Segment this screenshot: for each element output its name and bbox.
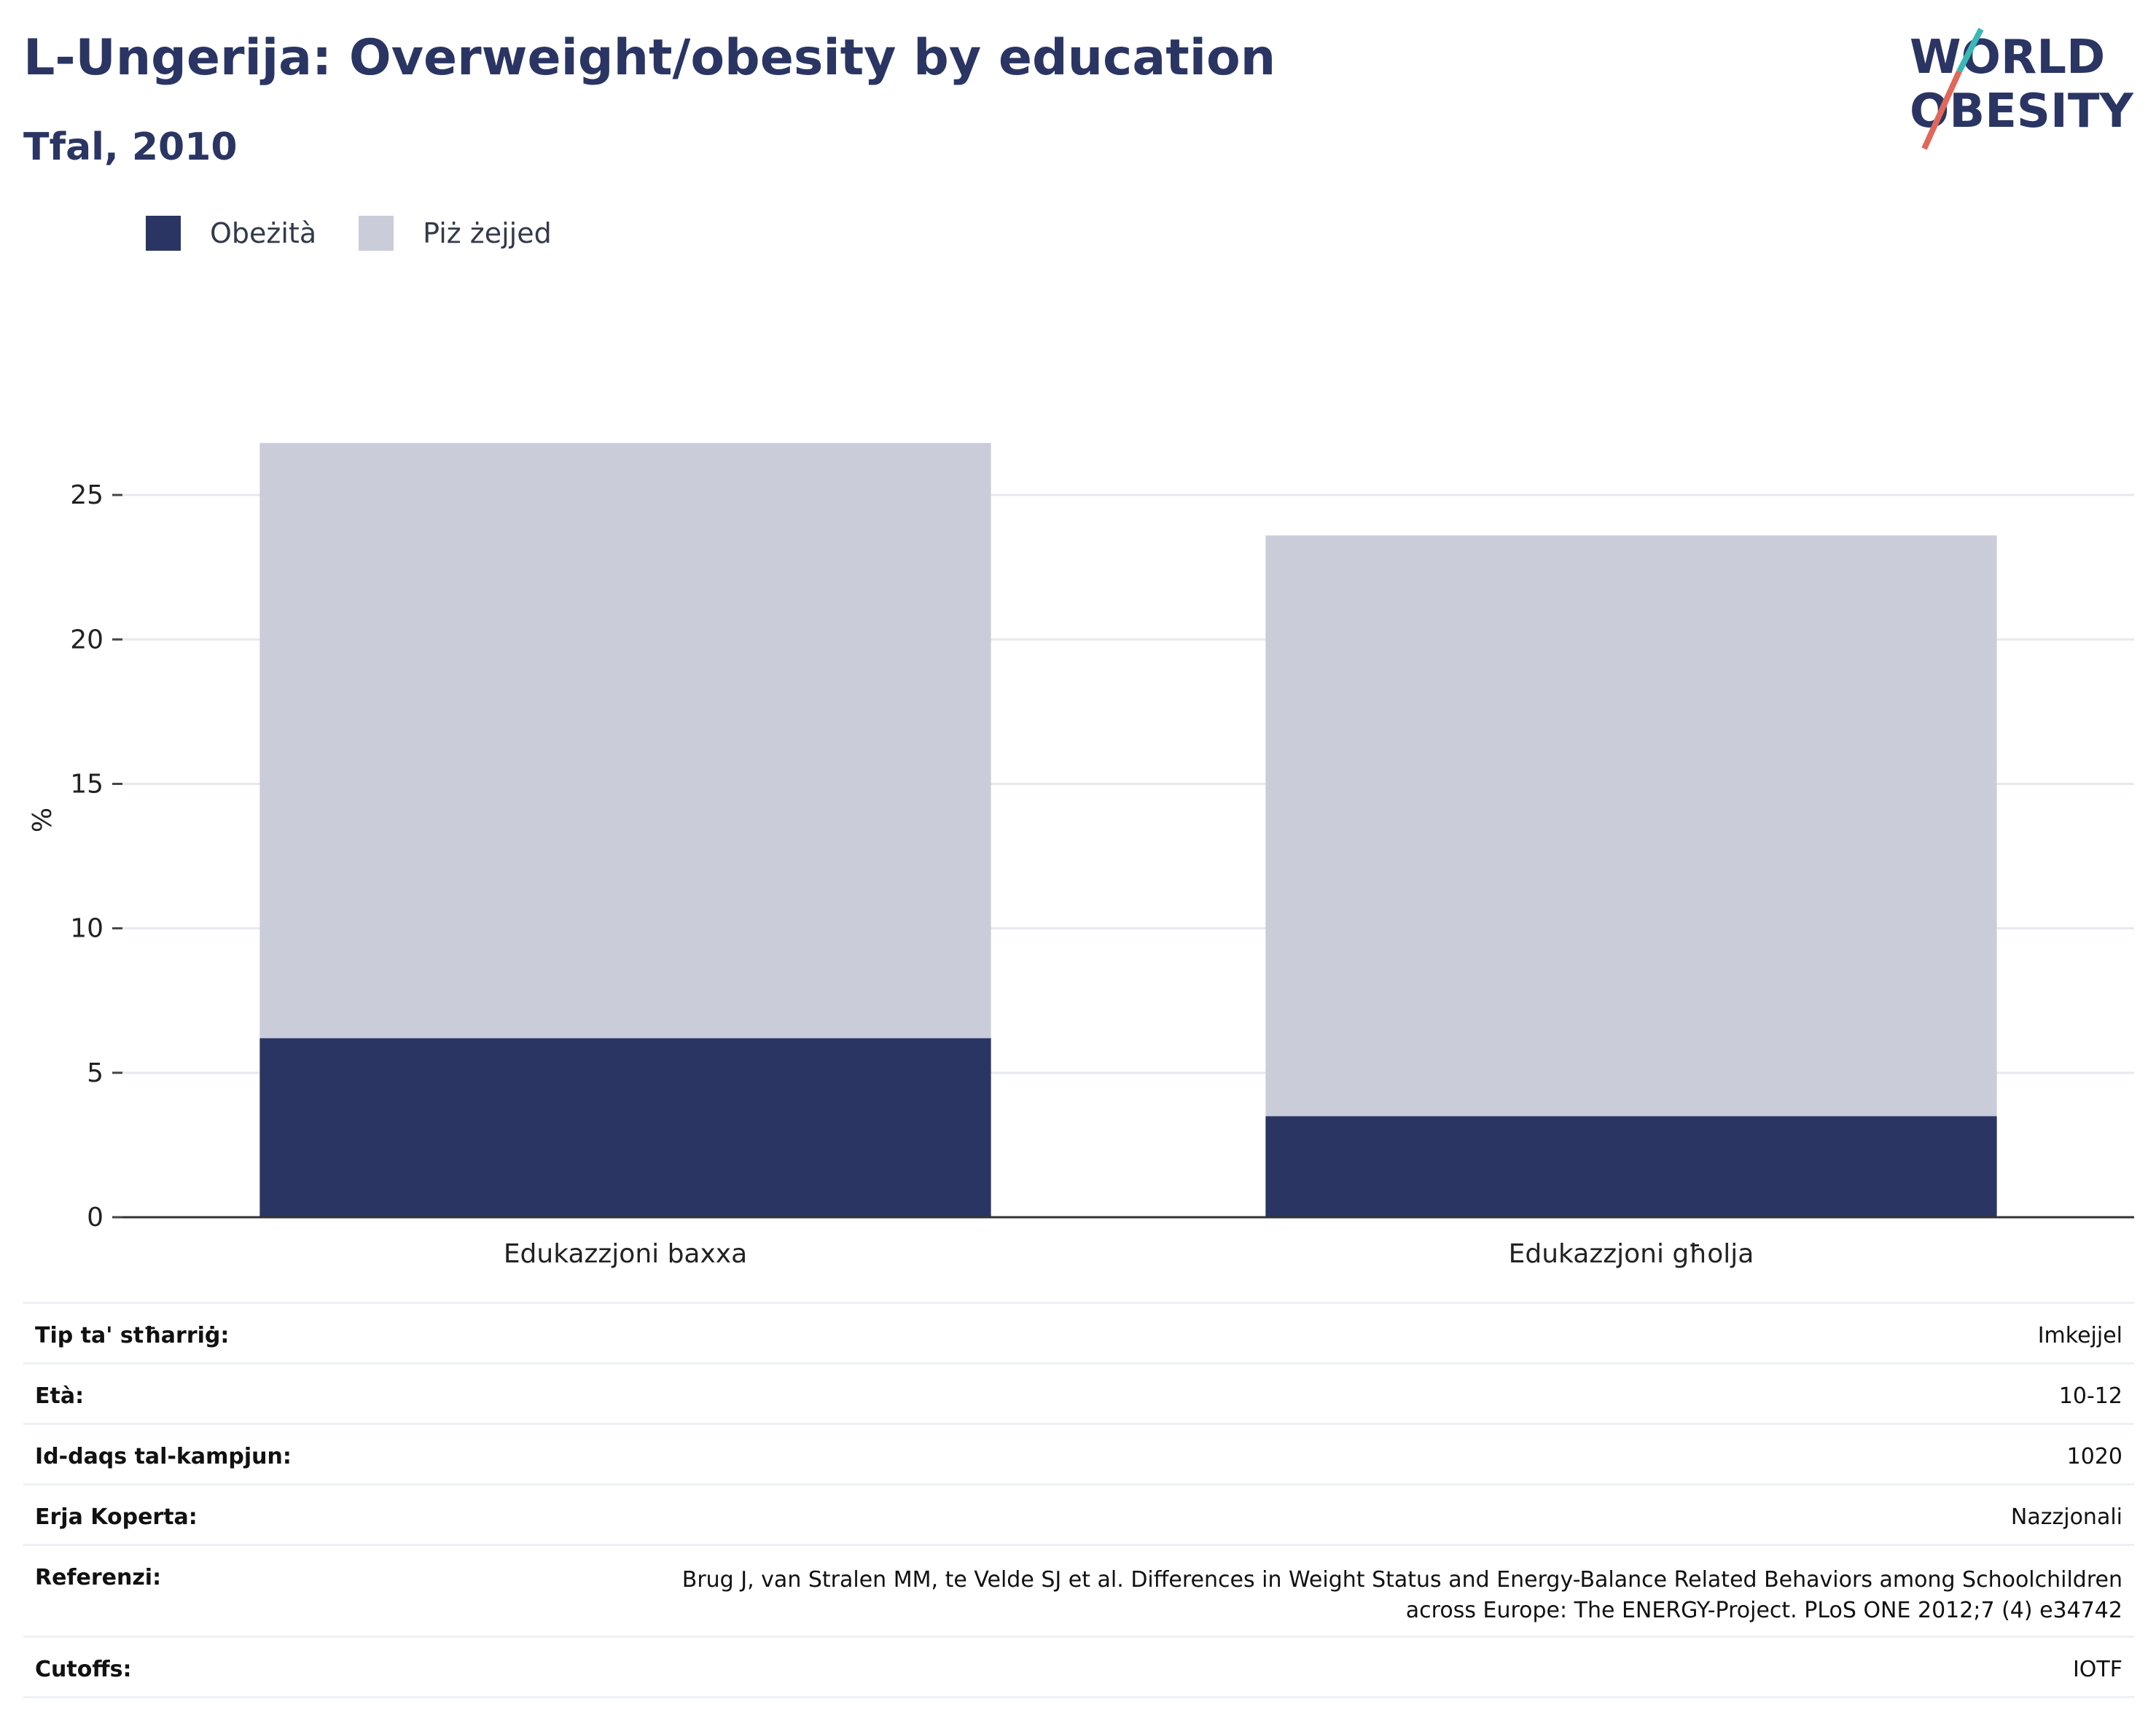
x-tick-label: Edukazzjoni baxxa xyxy=(504,1239,747,1268)
y-axis-label: % xyxy=(28,808,58,832)
details-value: 10-12 xyxy=(484,1362,2134,1424)
details-key: Età: xyxy=(23,1362,484,1424)
world-obesity-logo: WORLD OBESITY xyxy=(1910,28,2133,150)
details-value: Brug J, van Stralen MM, te Velde SJ et a… xyxy=(484,1544,2134,1637)
y-tick-label: 15 xyxy=(70,769,103,799)
details-value: 1020 xyxy=(484,1423,2134,1485)
details-row: Cutoffs: IOTF xyxy=(23,1636,2134,1698)
details-row: Tip ta' stħarriġ: Imkejjel xyxy=(23,1302,2134,1364)
details-key: Erja Koperta: xyxy=(23,1483,484,1545)
details-key: Cutoffs: xyxy=(23,1636,484,1698)
details-value-line: across Europe: The ENERGY-Project. PLoS … xyxy=(1405,1598,2122,1623)
y-tick-label: 10 xyxy=(70,914,103,944)
bar-segment xyxy=(259,1038,991,1217)
details-value-line: Brug J, van Stralen MM, te Velde SJ et a… xyxy=(681,1567,2122,1593)
bar-segment xyxy=(1265,1116,1997,1217)
details-row: Id-daqs tal-kampjun: 1020 xyxy=(23,1423,2134,1485)
details-key: Id-daqs tal-kampjun: xyxy=(23,1423,484,1485)
details-row: Erja Koperta: Nazzjonali xyxy=(23,1483,2134,1545)
y-tick-label: 20 xyxy=(70,625,103,655)
details-value: Imkejjel xyxy=(484,1302,2134,1364)
bar-segment xyxy=(259,442,991,1039)
legend-swatch xyxy=(359,216,394,251)
details-row: Età: 10-12 xyxy=(23,1362,2134,1424)
details-key: Referenzi: xyxy=(23,1544,484,1637)
stacked-bar-chart: 0 5 10 15 20 25% Edukazzjoni baxxa Edukazzjoni … xyxy=(28,442,2134,1268)
legend-label: Piż żejjed xyxy=(423,217,552,249)
y-tick-label: 5 xyxy=(87,1058,103,1088)
logo-slash-accent xyxy=(1956,28,1984,73)
x-tick-label: Edukazzjoni għolja xyxy=(1509,1239,1754,1268)
logo-word-world: WORLD xyxy=(1910,31,2105,85)
bar-segment xyxy=(1265,535,1997,1117)
details-key: Tip ta' stħarriġ: xyxy=(23,1302,484,1364)
details-value: Nazzjonali xyxy=(484,1483,2134,1545)
y-tick-label: 0 xyxy=(87,1203,103,1233)
chart-subtitle: Tfal, 2010 xyxy=(23,125,238,169)
chart-title: L-Ungerija: Overweight/obesity by educat… xyxy=(23,29,1276,87)
legend-item-obesity[interactable]: Obeżità xyxy=(146,216,316,251)
logo-slash-accent xyxy=(1921,70,1962,150)
survey-details-table: Tip ta' stħarriġ: Imkejjel Età: 10-12 Id-daq… xyxy=(23,1302,2134,1698)
details-value: IOTF xyxy=(484,1636,2134,1698)
legend-label: Obeżità xyxy=(210,217,317,249)
y-tick-label: 25 xyxy=(70,480,103,510)
details-row: Referenzi: Brug J, van Stralen MM, te Vel… xyxy=(23,1544,2134,1637)
chart-legend: Obeżità Piż żejjed xyxy=(146,216,594,251)
legend-item-overweight[interactable]: Piż żejjed xyxy=(359,216,552,251)
legend-swatch xyxy=(146,216,181,251)
